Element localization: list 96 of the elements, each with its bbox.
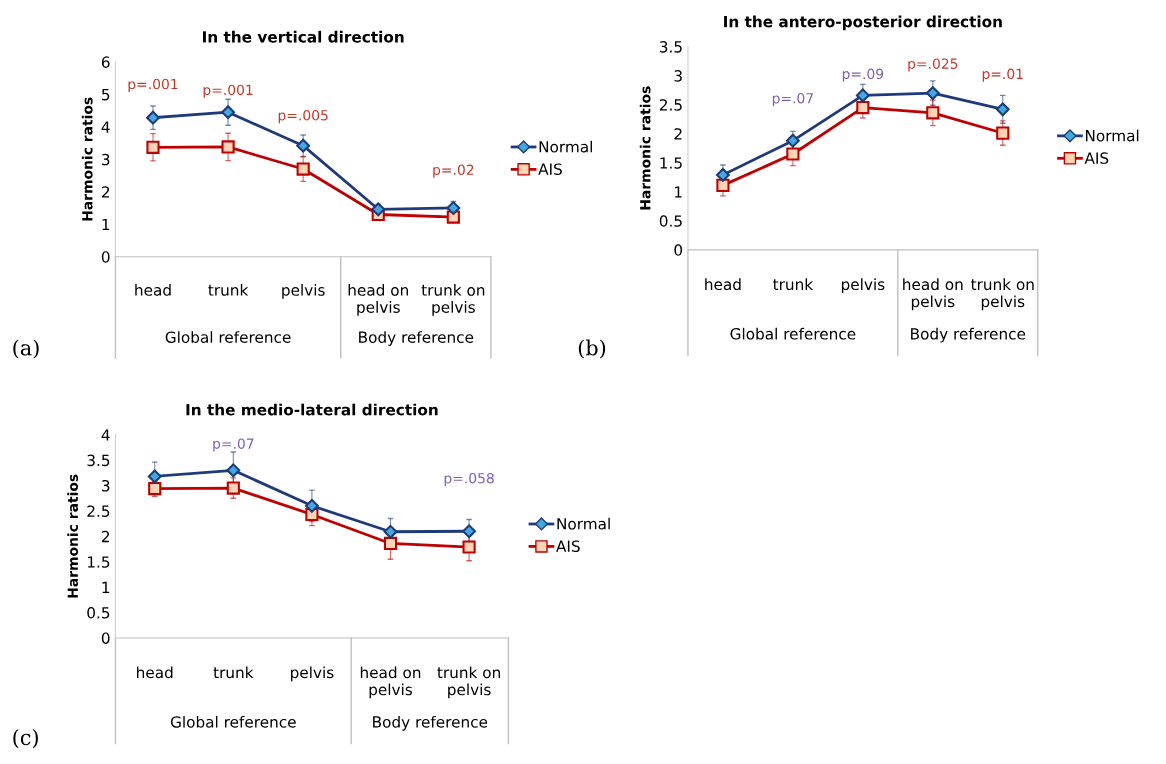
point xyxy=(147,469,162,484)
annotation: p=.07 xyxy=(772,92,813,107)
text: (c) xyxy=(13,729,38,749)
legend-label: AIS xyxy=(556,540,580,552)
text: Body reference xyxy=(359,331,474,346)
y-axis-title: Harmonic ratios xyxy=(67,474,79,598)
text: Global reference xyxy=(170,715,296,728)
y-tick-label: 2.5 xyxy=(659,99,682,111)
x-tick-label: pelvis xyxy=(282,283,325,299)
point xyxy=(371,202,386,217)
y-tick-label: 6 xyxy=(101,56,110,68)
point xyxy=(304,498,319,513)
annotation: p=.005 xyxy=(278,109,328,124)
chart-title: In the vertical direction xyxy=(203,30,404,43)
text: Global reference xyxy=(730,327,856,340)
legend-label: Normal xyxy=(557,517,610,530)
point xyxy=(856,100,870,115)
y-tick-label: 3 xyxy=(102,479,110,492)
point xyxy=(715,167,730,182)
annotation: p=.001 xyxy=(128,78,178,92)
chart-title: In the medio-lateral direction xyxy=(186,403,438,416)
point xyxy=(446,201,461,215)
y-tick-label: 0.5 xyxy=(659,215,682,227)
point xyxy=(785,133,800,148)
y-tick-label: 3 xyxy=(674,70,682,82)
chart-title: In the antero-posterior direction xyxy=(724,15,1002,31)
y-tick-label: 0 xyxy=(674,244,683,256)
annotation: p=.001 xyxy=(203,84,253,98)
point xyxy=(925,86,940,100)
y-tick-label: 4 xyxy=(101,121,110,133)
text: Global reference xyxy=(165,331,291,343)
point xyxy=(855,88,870,103)
legend-label: Normal xyxy=(1085,129,1139,142)
text: Body reference xyxy=(911,327,1026,343)
annotation: p=.07 xyxy=(213,438,254,452)
x-tick-label: head xyxy=(135,283,171,296)
legend-label: Normal xyxy=(539,140,592,153)
point xyxy=(996,126,1010,140)
y-tick-label: 1.5 xyxy=(660,157,682,169)
text: (b) xyxy=(578,339,606,359)
point xyxy=(462,524,477,539)
legend-label: AIS xyxy=(1084,152,1109,164)
y-tick-label: 1 xyxy=(102,218,110,231)
text: (a) xyxy=(13,339,39,359)
x-tick-label: trunk on pelvis xyxy=(437,666,500,699)
y-tick-label: 1.5 xyxy=(87,556,110,568)
y-tick-label: 5 xyxy=(102,89,110,101)
y-tick-label: 1 xyxy=(675,186,682,198)
annotation: p=.058 xyxy=(444,472,494,487)
y-tick-label: 3 xyxy=(102,153,110,166)
point xyxy=(226,463,241,478)
point xyxy=(221,140,235,154)
y-tick-label: 2 xyxy=(101,530,110,543)
x-tick-label: trunk xyxy=(213,666,254,679)
point xyxy=(146,110,160,125)
point xyxy=(296,138,311,153)
x-tick-label: trunk on pelvis xyxy=(421,283,485,316)
y-axis-title: Harmonic ratios xyxy=(639,86,651,210)
y-tick-label: 2.5 xyxy=(87,505,110,517)
point xyxy=(296,162,310,176)
x-tick-label: pelvis xyxy=(291,666,334,682)
point xyxy=(926,106,940,120)
point xyxy=(716,178,730,192)
x-tick-label: trunk on pelvis xyxy=(970,278,1034,311)
y-tick-label: 2 xyxy=(674,128,682,140)
point xyxy=(221,105,235,120)
y-tick-label: 0 xyxy=(101,632,110,644)
x-tick-label: head on pelvis xyxy=(903,278,963,311)
x-tick-label: head on pelvis xyxy=(348,283,408,316)
point xyxy=(383,524,398,539)
point xyxy=(383,536,398,551)
x-tick-label: head xyxy=(705,278,741,291)
x-tick-label: pelvis xyxy=(841,278,885,294)
x-tick-label: trunk xyxy=(208,283,249,296)
x-tick-label: trunk xyxy=(773,278,814,291)
point xyxy=(995,102,1010,117)
text: Body reference xyxy=(373,715,488,731)
y-tick-label: 3.5 xyxy=(87,454,110,467)
legend-label: AIS xyxy=(538,163,562,175)
y-tick-label: 0 xyxy=(101,251,110,263)
x-tick-label: head on pelvis xyxy=(360,666,421,699)
point xyxy=(146,140,160,154)
y-tick-label: 4 xyxy=(101,429,110,441)
x-tick-label: head xyxy=(137,666,173,679)
annotation: p=.09 xyxy=(842,68,884,82)
y-axis-title: Harmonic ratios xyxy=(81,97,93,221)
point xyxy=(462,540,476,554)
point xyxy=(226,481,240,495)
point xyxy=(786,147,800,161)
annotation: p=.025 xyxy=(908,58,958,72)
annotation: p=.01 xyxy=(982,68,1023,82)
y-tick-label: 2 xyxy=(101,186,110,198)
y-tick-label: 3.5 xyxy=(659,41,682,53)
annotation: p=.02 xyxy=(433,164,474,178)
y-tick-label: 0.5 xyxy=(87,607,110,619)
y-tick-label: 1 xyxy=(102,581,110,593)
